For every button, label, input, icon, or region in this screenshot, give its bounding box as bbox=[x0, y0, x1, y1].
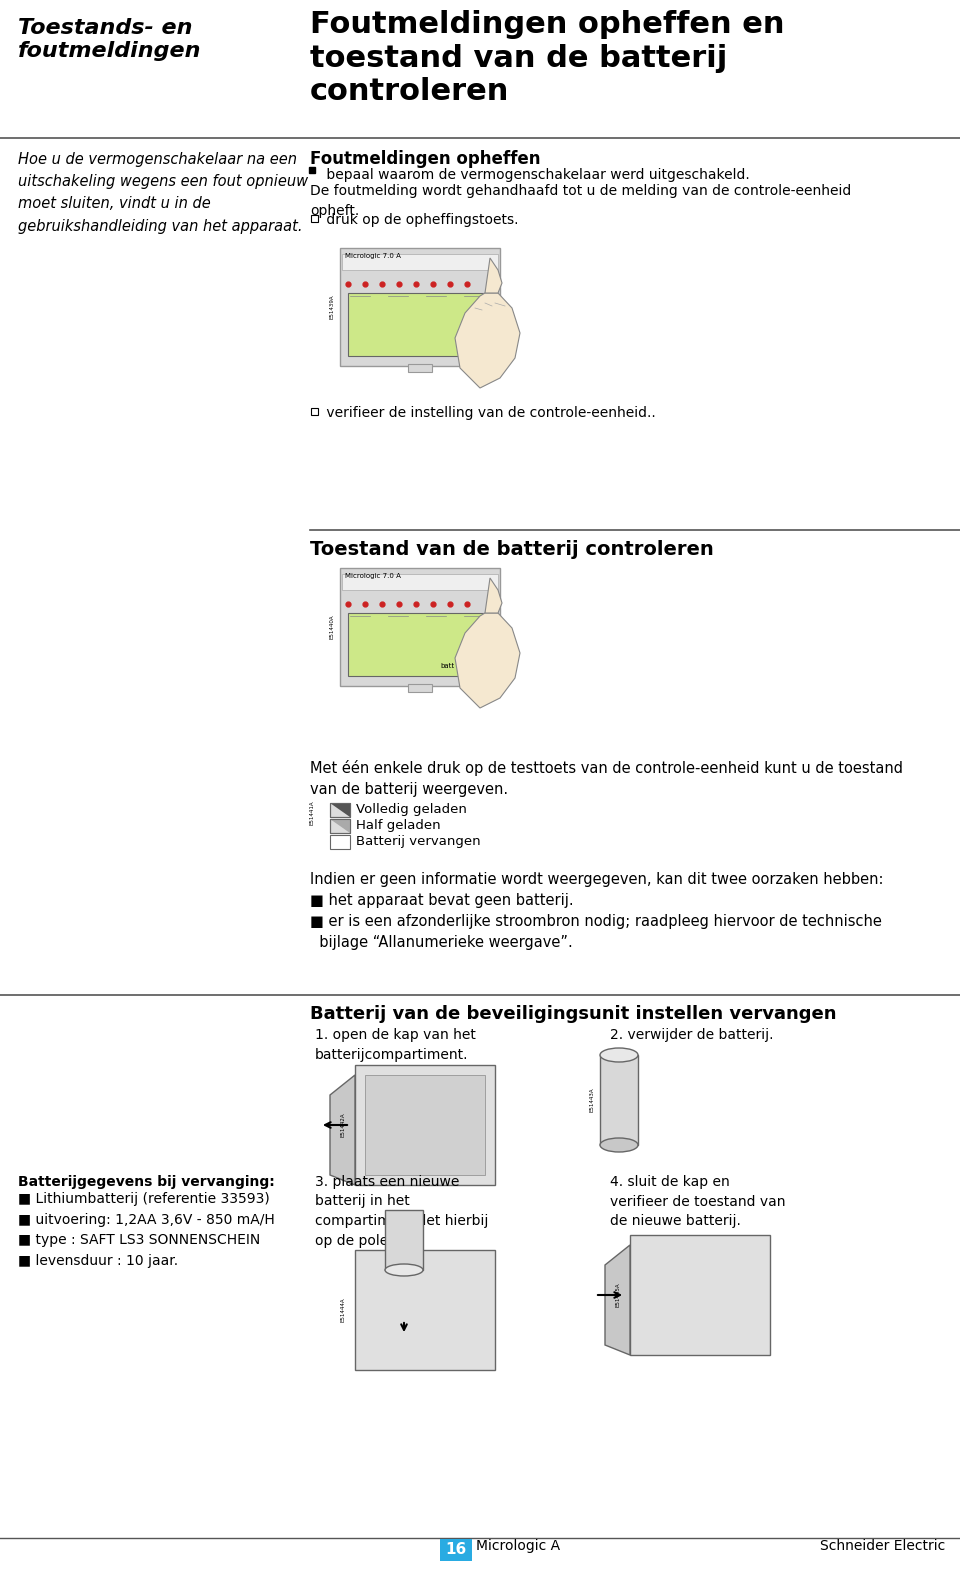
Text: E51442A: E51442A bbox=[341, 1112, 346, 1137]
Text: 2. verwijder de batterij.: 2. verwijder de batterij. bbox=[610, 1028, 774, 1043]
Bar bbox=[440, 1539, 472, 1561]
Bar bbox=[355, 1251, 495, 1370]
Polygon shape bbox=[455, 613, 520, 709]
Text: 4. sluit de kap en
verifieer de toestand van
de nieuwe batterij.: 4. sluit de kap en verifieer de toestand… bbox=[610, 1175, 785, 1228]
Text: E51441A: E51441A bbox=[309, 800, 315, 825]
Bar bbox=[330, 835, 350, 849]
Text: Batterij vervangen: Batterij vervangen bbox=[356, 835, 481, 847]
Bar bbox=[408, 684, 432, 691]
Text: 1. open de kap van het
batterijcompartiment.: 1. open de kap van het batterijcompartim… bbox=[315, 1028, 476, 1062]
Text: ■ Lithiumbatterij (referentie 33593)
■ uitvoering: 1,2AA 3,6V - 850 mA/H
■ type : ■ Lithiumbatterij (referentie 33593) ■ u… bbox=[18, 1192, 275, 1268]
Polygon shape bbox=[330, 1076, 355, 1184]
Bar bbox=[365, 1076, 485, 1175]
Bar bbox=[600, 1055, 638, 1145]
Text: Schneider Electric: Schneider Electric bbox=[820, 1539, 945, 1553]
Polygon shape bbox=[605, 1244, 630, 1354]
Text: E51443A: E51443A bbox=[589, 1088, 594, 1112]
Text: batt: batt bbox=[440, 663, 454, 669]
Bar bbox=[330, 803, 350, 817]
Ellipse shape bbox=[385, 1265, 423, 1276]
Text: Half geladen: Half geladen bbox=[356, 819, 441, 832]
Bar bbox=[340, 569, 500, 687]
Bar bbox=[408, 364, 432, 372]
Text: Micrologic A: Micrologic A bbox=[476, 1539, 560, 1553]
Polygon shape bbox=[485, 258, 502, 293]
Bar bbox=[311, 216, 318, 222]
Bar bbox=[342, 254, 498, 269]
Text: E51444A: E51444A bbox=[341, 1298, 346, 1323]
Bar bbox=[355, 1065, 495, 1184]
Text: Met één enkele druk op de testtoets van de controle-eenheid kunt u de toestand
v: Met één enkele druk op de testtoets van … bbox=[310, 761, 903, 797]
Text: 16: 16 bbox=[445, 1542, 467, 1558]
Bar bbox=[630, 1235, 770, 1354]
Text: E51439A: E51439A bbox=[329, 295, 334, 320]
Text: Toestands- en
foutmeldingen: Toestands- en foutmeldingen bbox=[18, 17, 202, 61]
Polygon shape bbox=[330, 819, 350, 833]
Bar bbox=[330, 819, 350, 833]
Text: Foutmeldingen opheffen en
toestand van de batterij
controleren: Foutmeldingen opheffen en toestand van d… bbox=[310, 9, 784, 106]
Text: E51445A: E51445A bbox=[615, 1282, 620, 1307]
Bar bbox=[385, 1210, 423, 1269]
Bar bbox=[340, 247, 500, 365]
Text: Micrologic 7.0 A: Micrologic 7.0 A bbox=[345, 254, 401, 258]
Text: Volledig geladen: Volledig geladen bbox=[356, 803, 467, 816]
Bar bbox=[342, 573, 498, 591]
Text: Foutmeldingen opheffen: Foutmeldingen opheffen bbox=[310, 150, 540, 169]
Text: Batterij van de beveiligingsunit instellen vervangen: Batterij van de beveiligingsunit instell… bbox=[310, 1005, 836, 1024]
Ellipse shape bbox=[600, 1139, 638, 1151]
Polygon shape bbox=[485, 578, 502, 613]
Bar bbox=[330, 819, 350, 833]
Text: 3. plaats een nieuwe
batterij in het
compartiment; let hierbij
op de polen!: 3. plaats een nieuwe batterij in het com… bbox=[315, 1175, 489, 1247]
Bar bbox=[348, 613, 488, 676]
Polygon shape bbox=[455, 293, 520, 387]
Text: De foutmelding wordt gehandhaafd tot u de melding van de controle-eenheid
opheft: De foutmelding wordt gehandhaafd tot u d… bbox=[310, 184, 852, 217]
Text: Indien er geen informatie wordt weergegeven, kan dit twee oorzaken hebben:
■ het: Indien er geen informatie wordt weergege… bbox=[310, 873, 883, 950]
Bar bbox=[330, 803, 350, 817]
Text: Toestand van de batterij controleren: Toestand van de batterij controleren bbox=[310, 540, 713, 559]
Text: druk op de opheffingstoets.: druk op de opheffingstoets. bbox=[322, 213, 518, 227]
Text: Hoe u de vermogenschakelaar na een
uitschakeling wegens een fout opnieuw
moet sl: Hoe u de vermogenschakelaar na een uitsc… bbox=[18, 153, 308, 233]
Polygon shape bbox=[330, 803, 350, 817]
Text: Batterijgegevens bij vervanging:: Batterijgegevens bij vervanging: bbox=[18, 1175, 275, 1189]
Ellipse shape bbox=[600, 1047, 638, 1062]
Bar bbox=[348, 293, 488, 356]
Text: bepaal waarom de vermogenschakelaar werd uitgeschakeld.: bepaal waarom de vermogenschakelaar werd… bbox=[322, 169, 750, 183]
Text: Micrologic 7.0 A: Micrologic 7.0 A bbox=[345, 573, 401, 580]
Text: E51440A: E51440A bbox=[329, 614, 334, 639]
Bar bbox=[311, 408, 318, 414]
Text: verifieer de instelling van de controle-eenheid..: verifieer de instelling van de controle-… bbox=[322, 406, 656, 421]
